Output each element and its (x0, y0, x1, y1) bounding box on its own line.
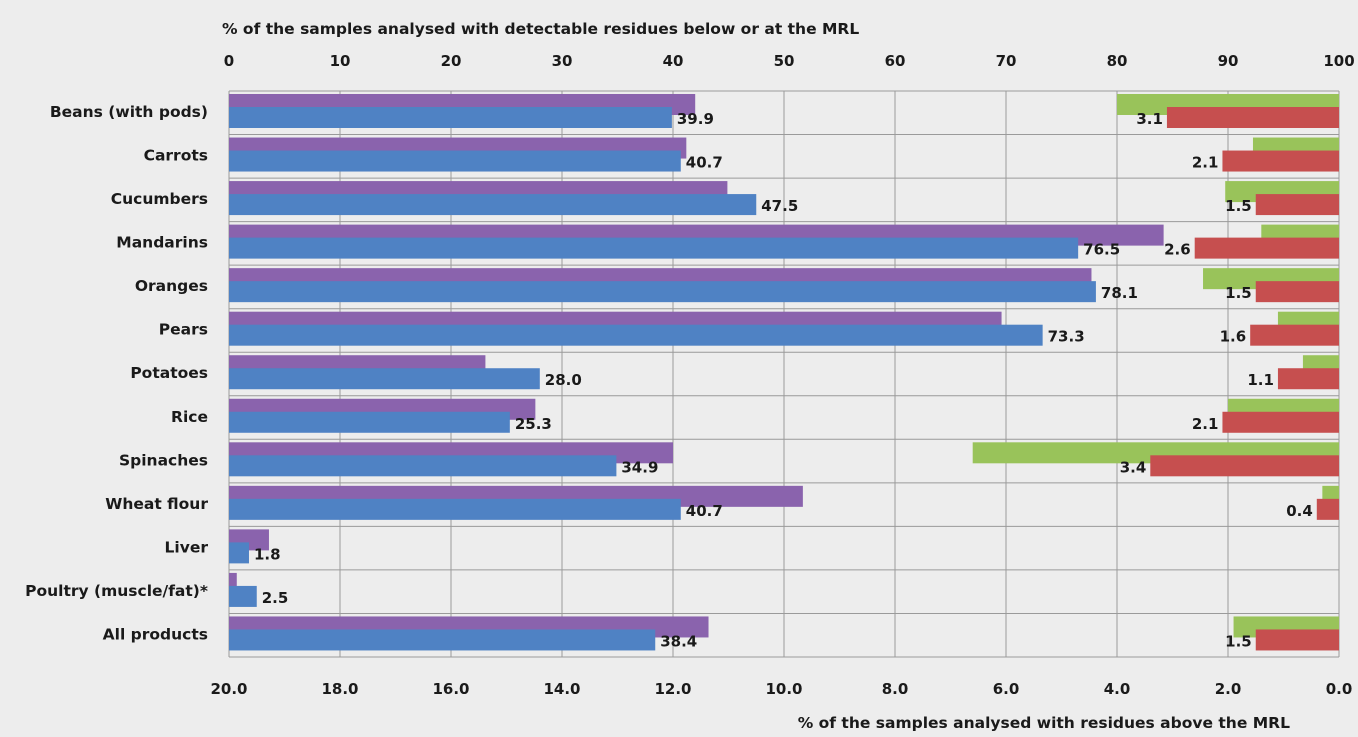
bar-red (1222, 150, 1339, 172)
category-label: Pears (159, 321, 208, 339)
category-label: Rice (171, 408, 208, 426)
data-label-blue: 76.5 (1083, 241, 1120, 259)
category-label: Poultry (muscle/fat)* (25, 582, 208, 600)
bottom-axis-tick-label: 20.0 (210, 680, 247, 698)
bar-red (1316, 498, 1339, 520)
bar-blue (229, 281, 1096, 303)
data-label-red: 1.1 (1247, 371, 1274, 389)
data-label-blue: 2.5 (262, 589, 289, 607)
bar-blue (229, 455, 617, 477)
top-axis-tick-label: 50 (774, 52, 795, 70)
bar-red (1255, 281, 1339, 303)
top-axis-title: % of the samples analysed with detectabl… (222, 20, 859, 38)
category-label: Liver (165, 538, 209, 556)
bar-red (1222, 411, 1339, 433)
data-label-red: 2.1 (1192, 415, 1219, 433)
top-axis-tick-label: 60 (885, 52, 906, 70)
top-axis-tick-label: 10 (330, 52, 351, 70)
category-label: Cucumbers (111, 190, 208, 208)
top-axis-tick-label: 80 (1107, 52, 1128, 70)
bar-blue (229, 585, 257, 607)
top-axis-tick-label: 20 (441, 52, 462, 70)
data-label-red: 2.1 (1192, 154, 1219, 172)
data-label-red: 1.6 (1220, 328, 1247, 346)
category-label: Oranges (135, 277, 208, 295)
data-label-red: 1.5 (1225, 284, 1252, 302)
bottom-axis-tick-label: 16.0 (432, 680, 469, 698)
data-label-blue: 25.3 (515, 415, 552, 433)
data-label-blue: 38.4 (660, 632, 697, 650)
bar-red (1255, 629, 1339, 651)
category-label: Mandarins (116, 234, 208, 252)
bottom-axis-tick-label: 14.0 (543, 680, 580, 698)
data-label-blue: 47.5 (761, 197, 798, 215)
data-label-red: 3.4 (1120, 458, 1147, 476)
category-label: Spinaches (119, 451, 208, 469)
bottom-axis-tick-label: 6.0 (993, 680, 1020, 698)
bar-blue (229, 194, 757, 216)
category-label: Wheat flour (105, 495, 208, 513)
bar-blue (229, 411, 510, 433)
data-label-red: 1.5 (1225, 632, 1252, 650)
bar-blue (229, 498, 681, 520)
bottom-axis-tick-label: 8.0 (882, 680, 909, 698)
data-label-red: 3.1 (1136, 110, 1163, 128)
top-axis-tick-label: 30 (552, 52, 573, 70)
category-label: All products (103, 625, 208, 643)
data-label-blue: 34.9 (621, 458, 658, 476)
data-label-blue: 39.9 (677, 110, 714, 128)
data-label-red: 0.4 (1286, 502, 1313, 520)
category-label: Beans (with pods) (50, 103, 208, 121)
bar-red (1277, 368, 1339, 390)
bar-blue (229, 542, 249, 564)
data-label-blue: 73.3 (1048, 328, 1085, 346)
top-axis-tick-label: 40 (663, 52, 684, 70)
bar-purple (229, 572, 237, 594)
data-label-blue: 1.8 (254, 545, 281, 563)
bar-red (1255, 194, 1339, 216)
category-label: Potatoes (130, 364, 208, 382)
category-label: Carrots (144, 147, 208, 165)
data-label-red: 2.6 (1164, 241, 1191, 259)
bar-blue (229, 368, 540, 390)
bar-blue (229, 150, 681, 172)
bar-blue (229, 324, 1043, 346)
data-label-blue: 40.7 (686, 154, 723, 172)
top-axis-tick-label: 70 (996, 52, 1017, 70)
bottom-axis-tick-label: 2.0 (1215, 680, 1242, 698)
bar-blue (229, 629, 656, 651)
bar-red (1250, 324, 1339, 346)
bottom-axis-title: % of the samples analysed with residues … (798, 714, 1290, 732)
bar-red (1166, 107, 1339, 128)
data-label-blue: 28.0 (545, 371, 582, 389)
data-label-blue: 78.1 (1101, 284, 1138, 302)
bar-blue (229, 107, 672, 128)
top-axis-tick-label: 100 (1323, 52, 1354, 70)
bottom-axis-tick-label: 4.0 (1104, 680, 1131, 698)
top-axis-tick-label: 0 (224, 52, 234, 70)
bottom-axis-tick-label: 18.0 (321, 680, 358, 698)
bottom-axis-tick-label: 12.0 (654, 680, 691, 698)
bar-red (1150, 455, 1339, 477)
data-label-red: 1.5 (1225, 197, 1252, 215)
bottom-axis-tick-label: 10.0 (765, 680, 802, 698)
top-axis-tick-label: 90 (1218, 52, 1239, 70)
bar-blue (229, 237, 1079, 259)
bottom-axis-tick-label: 0.0 (1326, 680, 1353, 698)
bar-red (1194, 237, 1339, 259)
data-label-blue: 40.7 (686, 502, 723, 520)
